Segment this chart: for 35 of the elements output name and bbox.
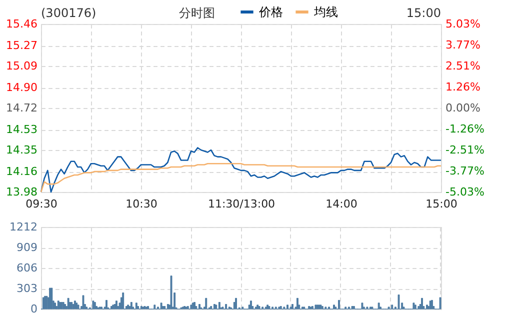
y-tick-label: 14.72 [6, 102, 38, 114]
y2-tick-label: -3.77% [446, 164, 484, 178]
y-tick-label: 13.98 [6, 186, 38, 198]
y2-tick-label: 2.51% [446, 60, 480, 73]
legend-label: 价格 [258, 5, 283, 19]
text: 15:00 [406, 6, 441, 20]
y-tick-label: 909 [16, 241, 38, 254]
x-tick-label: 10:30 [126, 198, 158, 210]
text: 分时图 [179, 6, 215, 20]
legend-label: 均线 [313, 5, 338, 19]
x-tick-label: 14:00 [326, 198, 358, 210]
x-tick-label: 09:30 [26, 198, 58, 210]
line-series [40, 147, 442, 193]
y-tick-label: 15.27 [6, 39, 38, 52]
y-tick-label: 15.09 [6, 60, 38, 72]
x-tick-label: 15:00 [426, 198, 458, 210]
y-tick-label: 14.35 [6, 144, 38, 156]
y-tick-label: 15.46 [6, 18, 38, 30]
y-tick-label: 303 [16, 282, 38, 295]
y2-tick-label: 1.26% [446, 80, 480, 94]
x-tick-label: 11:30/13:00 [208, 198, 276, 210]
y2-tick-label: -2.51% [446, 143, 484, 156]
y-tick-label: 0 [30, 302, 38, 316]
y-tick-label: 14.90 [6, 81, 38, 94]
y2-tick-label: 5.03% [446, 18, 480, 30]
y2-tick-label: -1.26% [446, 122, 484, 136]
y-tick-label: 1212 [10, 220, 38, 234]
y2-tick-label: 3.77% [446, 38, 480, 52]
y2-tick-label: -5.03% [446, 186, 484, 198]
y2-tick-label: 0.00% [446, 102, 480, 114]
line-series [40, 162, 442, 193]
y-tick-label: 606 [16, 262, 38, 274]
y-tick-label: 14.53 [6, 123, 38, 136]
y-tick-label: 14.16 [6, 165, 38, 178]
chart-title: (300176) [41, 6, 96, 20]
